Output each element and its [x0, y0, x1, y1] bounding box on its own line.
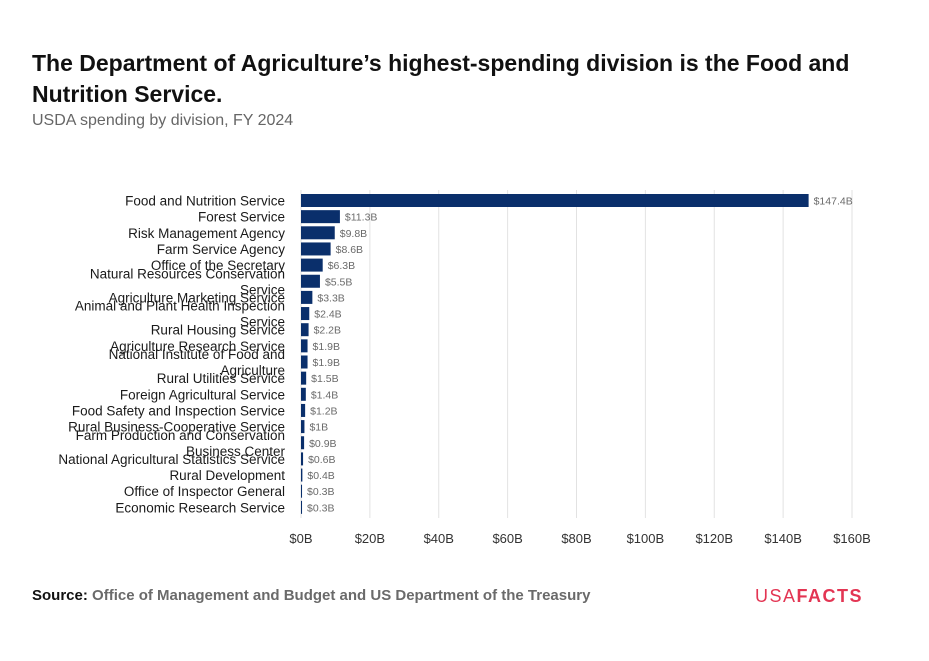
data-label: $0.9B: [309, 438, 336, 450]
bar: [301, 226, 335, 240]
bar: [301, 194, 809, 207]
x-tick-label: $40B: [424, 531, 454, 546]
bar: [301, 387, 306, 401]
bar: [301, 484, 303, 498]
category-label: Rural Utilities Service: [157, 371, 285, 386]
bar: [301, 500, 303, 514]
x-tick-label: $120B: [695, 531, 733, 546]
bar: [301, 210, 340, 224]
bar: [301, 371, 307, 385]
x-tick-label: $80B: [561, 531, 591, 546]
x-tick-label: $0B: [289, 531, 312, 546]
data-label: $0.3B: [307, 502, 334, 514]
data-label: $5.5B: [325, 276, 352, 288]
category-label: National Agricultural Statistics Service: [58, 452, 285, 467]
data-label: $1.9B: [313, 357, 340, 369]
bar: [301, 323, 309, 337]
category-label: Office of the Secretary: [151, 258, 285, 273]
chart-subtitle: USDA spending by division, FY 2024: [32, 112, 294, 129]
bar: [301, 468, 303, 482]
bar: [301, 242, 331, 256]
source-text: Office of Management and Budget and US D…: [92, 587, 591, 604]
x-axis-ticks: $0B $20B $40B $60B $80B $100B $120B $140B $160B: [289, 531, 870, 546]
category-label: Farm Production and Conservation: [76, 428, 285, 443]
x-tick-label: $20B: [355, 531, 385, 546]
bar: [301, 290, 313, 304]
logo-facts-text: FACTS: [796, 586, 864, 606]
x-tick-label: $100B: [627, 531, 665, 546]
gridlines: [300, 190, 853, 518]
logo-usa-text: USA: [755, 586, 797, 606]
bar: [301, 403, 306, 417]
source-label: Source:: [32, 587, 88, 604]
data-label: $2.2B: [314, 325, 341, 337]
source-note: Source: Office of Management and Budget …: [32, 587, 590, 604]
bar: [301, 452, 304, 466]
category-label: Risk Management Agency: [128, 226, 285, 241]
value-labels: $147.4B $11.3B $9.8B $8.6B $6.3B $5.5B $3.3B $2…: [307, 196, 853, 515]
data-label: $6.3B: [328, 260, 355, 272]
category-label: Rural Development: [169, 468, 285, 483]
data-label: $8.6B: [336, 244, 363, 256]
data-label: $0.3B: [307, 486, 334, 498]
category-label: Economic Research Service: [115, 500, 285, 515]
x-tick-label: $160B: [833, 531, 871, 546]
category-label: Agriculture Research Service: [110, 339, 285, 354]
category-label: Office of Inspector General: [124, 484, 285, 499]
bar: [301, 355, 308, 369]
bar: [301, 307, 310, 321]
data-label: $0.6B: [308, 454, 335, 466]
data-label: $0.4B: [307, 470, 334, 482]
data-label: $11.3B: [345, 212, 378, 224]
data-label: $1.5B: [311, 373, 338, 385]
category-label: Agriculture: [220, 363, 285, 378]
category-label: Agriculture Marketing Service: [109, 290, 285, 305]
category-label: Foreign Agricultural Service: [120, 387, 285, 402]
chart-title: The Department of Agriculture’s highest-…: [32, 50, 850, 107]
data-label: $147.4B: [814, 196, 853, 208]
bar: [301, 339, 308, 353]
bar: [301, 258, 323, 272]
category-label: Service: [240, 315, 285, 330]
data-label: $1.9B: [313, 341, 340, 353]
category-label: Rural Housing Service: [151, 323, 285, 338]
data-label: $9.8B: [340, 228, 367, 240]
bar: [301, 436, 305, 450]
category-label: Natural Resources Conservation: [90, 266, 285, 281]
data-label: $1B: [309, 422, 328, 434]
category-label: Farm Service Agency: [157, 242, 286, 257]
category-label: National Institute of Food and: [109, 347, 285, 362]
usafacts-logo: USAFACTS: [755, 586, 863, 607]
category-label: Food Safety and Inspection Service: [72, 403, 285, 418]
category-label: Food and Nutrition Service: [125, 194, 285, 209]
category-label: Service: [240, 282, 285, 297]
category-label: Rural Business-Cooperative Service: [68, 420, 285, 435]
bar: [301, 274, 320, 288]
bar: [301, 420, 305, 434]
category-label: Business Center: [186, 444, 286, 459]
category-label: Animal and Plant Health Inspection: [75, 299, 285, 314]
category-label: Forest Service: [198, 210, 285, 225]
x-tick-label: $140B: [764, 531, 802, 546]
data-label: $1.2B: [310, 405, 337, 417]
data-label: $2.4B: [314, 309, 341, 321]
data-label: $1.4B: [311, 389, 338, 401]
bars: [301, 194, 809, 514]
data-label: $3.3B: [317, 292, 344, 304]
x-tick-label: $60B: [492, 531, 522, 546]
